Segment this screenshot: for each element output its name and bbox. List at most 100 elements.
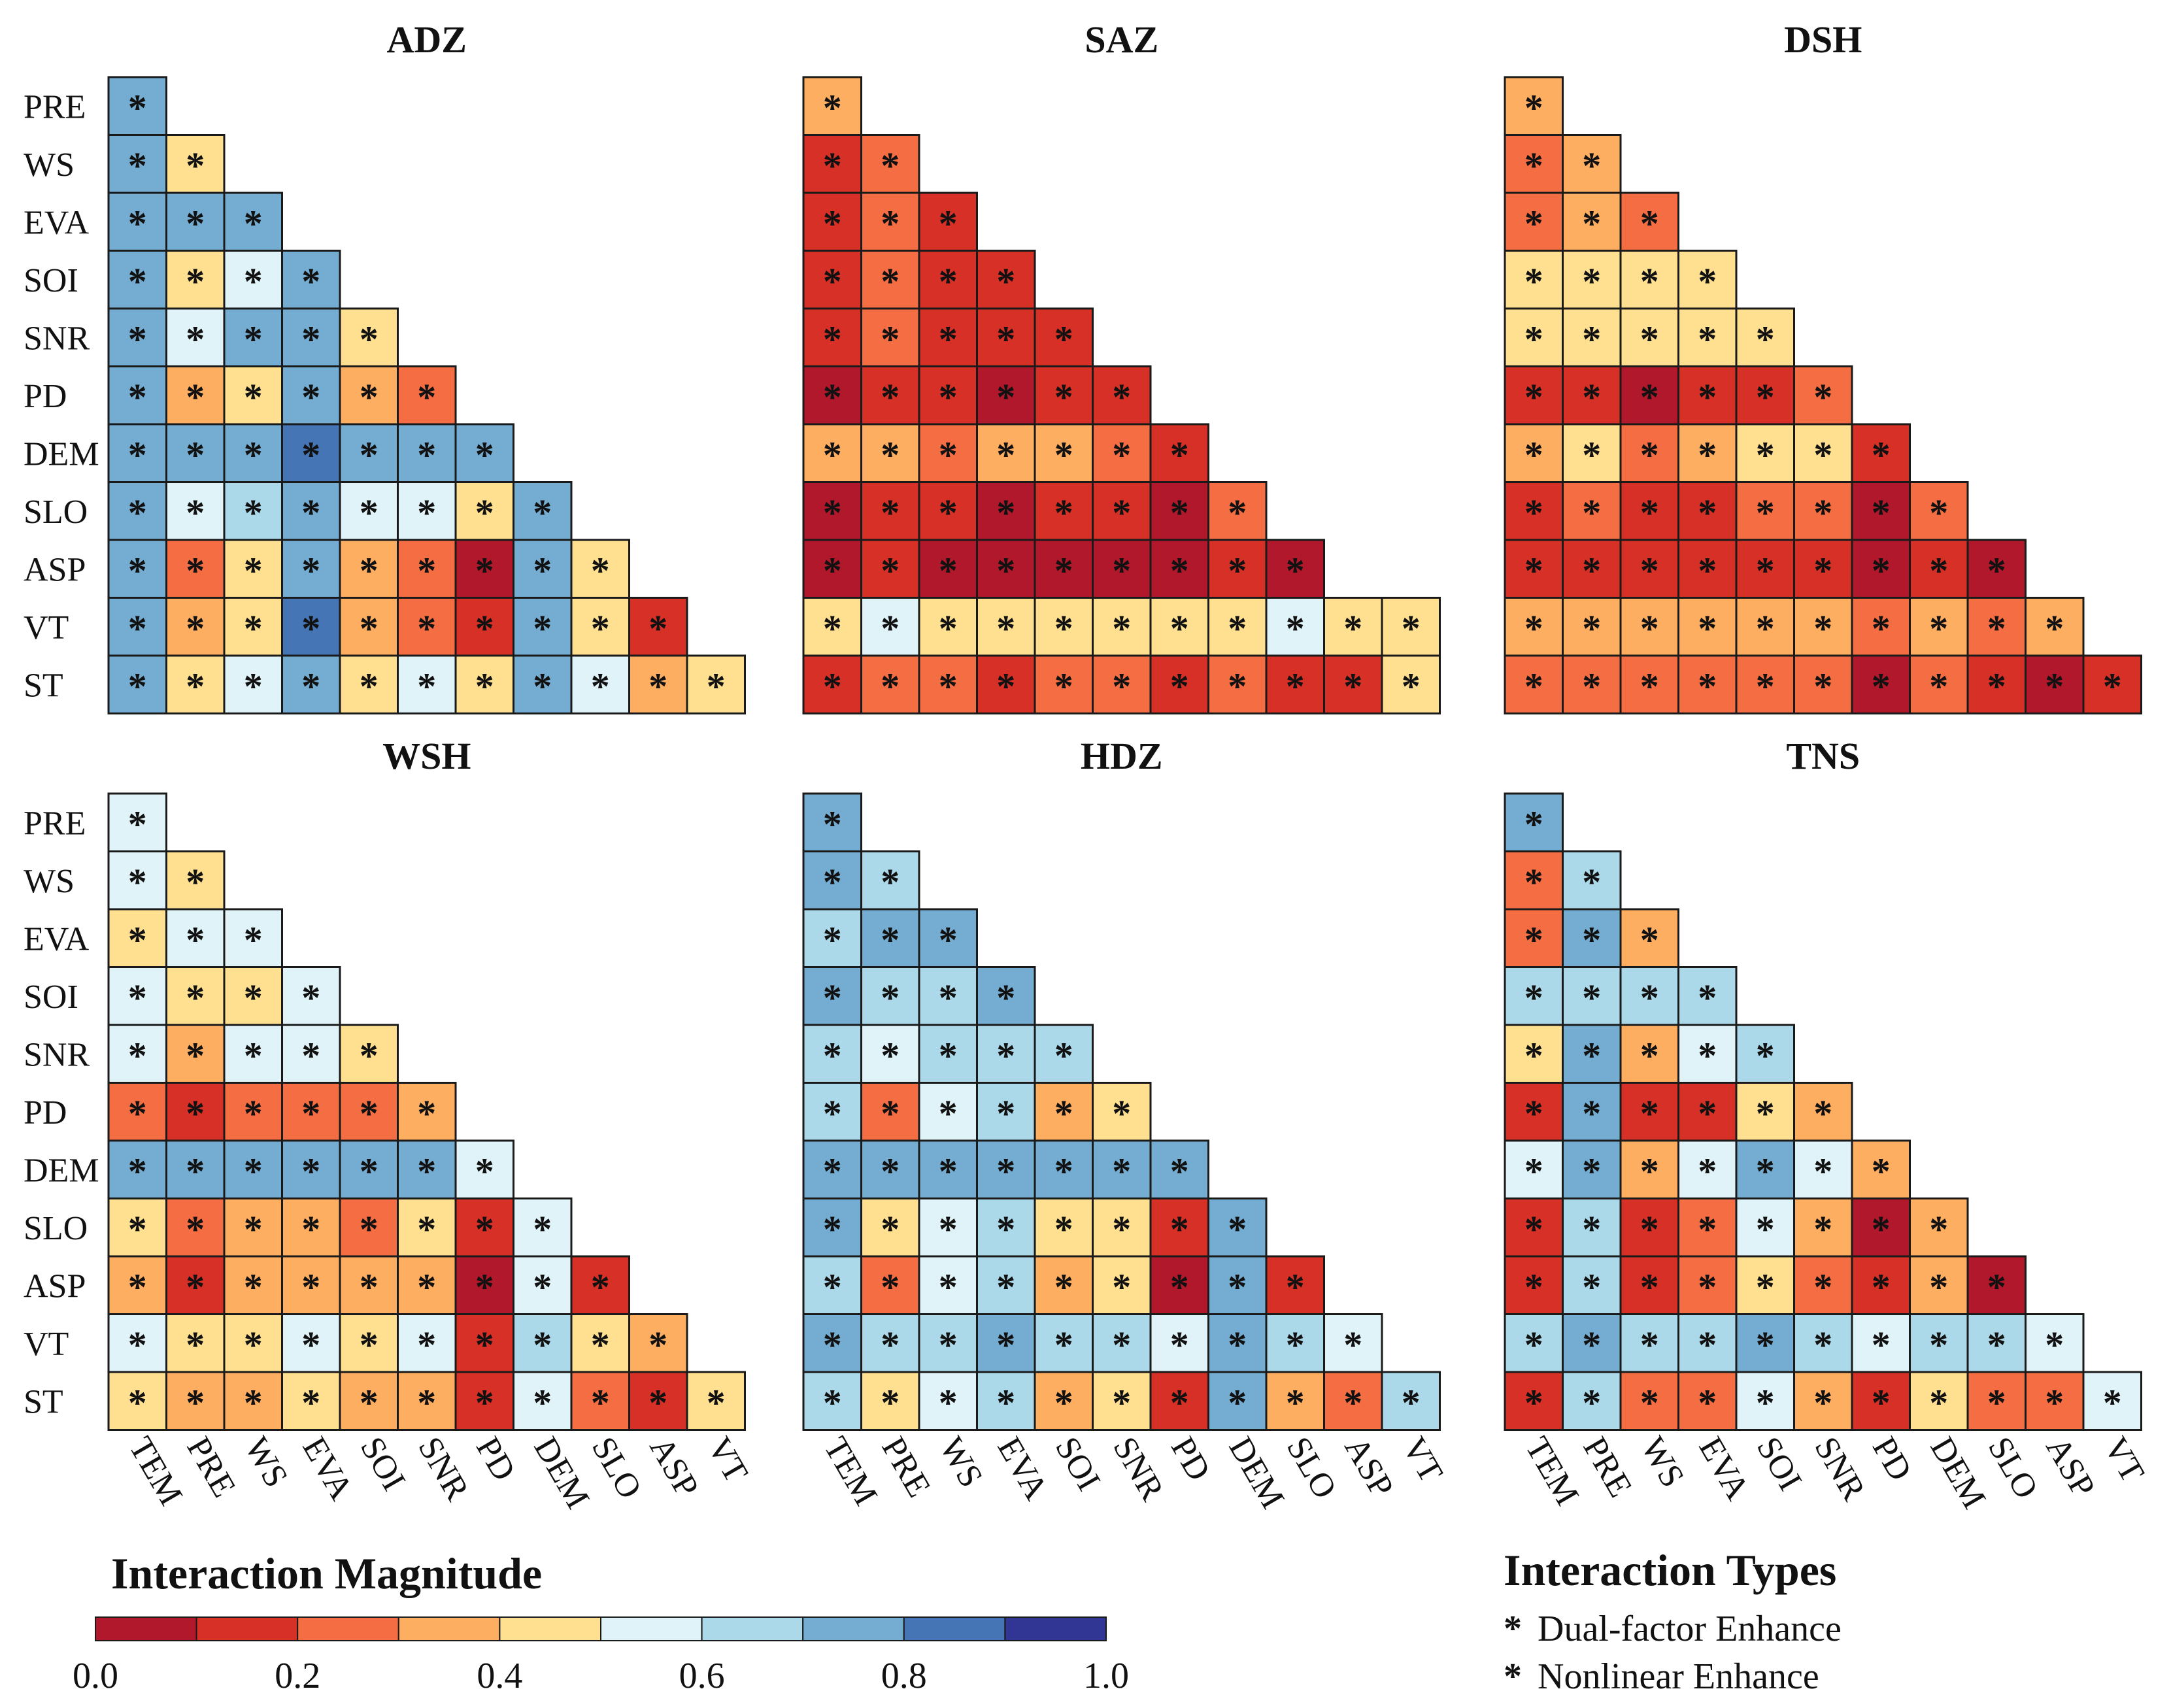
cell-tns-slo-soi	[1735, 1197, 1795, 1258]
marker-nonlinear-saz: *	[881, 376, 900, 418]
cell-tns-st-tem	[1504, 1371, 1564, 1431]
cell-tns-st-dem	[1909, 1371, 1969, 1431]
marker-dual-factor-tns: *	[1872, 1150, 1891, 1192]
marker-dual-factor-tns: *	[2103, 1381, 2122, 1424]
cell-wsh-st-asp	[628, 1371, 688, 1431]
marker-nonlinear-hdz: *	[1170, 1208, 1189, 1250]
cell-wsh-vt-pre	[165, 1313, 226, 1373]
colorbar-swatch	[701, 1616, 804, 1641]
marker-dual-factor-hdz: *	[1112, 1381, 1131, 1424]
marker-nonlinear-wsh: *	[360, 1092, 379, 1135]
marker-dual-factor-tns: *	[1640, 1034, 1659, 1077]
marker-dual-factor-wsh: *	[360, 1208, 379, 1250]
cell-saz-vt-tem	[802, 597, 862, 657]
marker-nonlinear-wsh: *	[360, 1265, 379, 1308]
cell-wsh-snr-soi	[339, 1024, 399, 1084]
marker-nonlinear-tns: *	[1524, 977, 1543, 1019]
marker-dual-factor-tns: *	[1582, 1324, 1601, 1366]
cell-hdz-st-pre	[860, 1371, 920, 1431]
marker-nonlinear-dsh: *	[1640, 433, 1659, 476]
cell-hdz-st-soi	[1034, 1371, 1094, 1431]
row-label-slo: SLO	[24, 1210, 88, 1247]
marker-dual-factor-dsh: *	[1582, 607, 1601, 650]
marker-nonlinear-tns: *	[1524, 1265, 1543, 1308]
marker-nonlinear-saz: *	[1054, 318, 1073, 360]
marker-dual-factor-hdz: *	[1170, 1265, 1189, 1308]
marker-dual-factor-adz: *	[475, 607, 494, 650]
marker-nonlinear-saz: *	[1228, 549, 1247, 592]
colorbar-title: Interaction Magnitude	[111, 1549, 542, 1598]
marker-nonlinear-hdz: *	[1343, 1381, 1362, 1424]
marker-nonlinear-saz: *	[996, 607, 1015, 650]
cell-wsh-dem-soi	[339, 1139, 399, 1199]
marker-nonlinear-wsh: *	[186, 918, 205, 961]
marker-dual-factor-adz: *	[533, 665, 552, 707]
marker-dual-factor-hdz: *	[881, 1150, 900, 1192]
marker-nonlinear-saz: *	[939, 665, 958, 707]
marker-nonlinear-hdz: *	[996, 1265, 1015, 1308]
legend-dual-factor-marker: *	[1504, 1609, 1522, 1649]
legend-nonlinear-label: Nonlinear Enhance	[1538, 1656, 1819, 1697]
cell-hdz-vt-pd	[1149, 1313, 1209, 1373]
cell-tns-pd-ws	[1619, 1082, 1679, 1142]
marker-dual-factor-adz: *	[360, 665, 379, 707]
row-label-eva: EVA	[24, 920, 90, 958]
cell-saz-soi-eva	[976, 250, 1036, 310]
cell-saz-pd-tem	[802, 365, 862, 426]
cell-saz-asp-slo	[1265, 539, 1325, 599]
marker-dual-factor-wsh: *	[533, 1324, 552, 1366]
cell-adz-slo-eva	[281, 481, 341, 541]
cell-adz-vt-asp	[628, 597, 688, 657]
marker-dual-factor-hdz: *	[939, 1324, 958, 1366]
marker-nonlinear-dsh: *	[1582, 144, 1601, 187]
cell-adz-st-soi	[339, 654, 399, 714]
marker-nonlinear-dsh: *	[1582, 318, 1601, 360]
cell-adz-slo-soi	[339, 481, 399, 541]
marker-nonlinear-adz: *	[244, 549, 263, 592]
marker-nonlinear-hdz: *	[1170, 1381, 1189, 1424]
marker-nonlinear-hdz: *	[1343, 1324, 1362, 1366]
marker-dual-factor-tns: *	[1813, 1208, 1832, 1250]
cell-saz-st-eva	[976, 654, 1036, 714]
marker-dual-factor-adz: *	[186, 433, 205, 476]
marker-nonlinear-adz: *	[417, 549, 436, 592]
colorbar-swatch	[903, 1616, 1006, 1641]
row-label-slo: SLO	[24, 494, 88, 531]
marker-nonlinear-dsh: *	[2045, 607, 2064, 650]
marker-dual-factor-tns: *	[1582, 1150, 1601, 1192]
panel-title-wsh: WSH	[382, 735, 471, 777]
marker-nonlinear-wsh: *	[128, 1092, 147, 1135]
marker-nonlinear-saz: *	[939, 260, 958, 303]
cell-tns-asp-tem	[1504, 1255, 1564, 1315]
marker-nonlinear-saz: *	[1054, 433, 1073, 476]
row-label-st: ST	[24, 667, 63, 704]
marker-dual-factor-adz: *	[244, 202, 263, 244]
marker-nonlinear-wsh: *	[475, 1381, 494, 1424]
cell-dsh-eva-pre	[1562, 192, 1622, 252]
cell-saz-ws-tem	[802, 134, 862, 194]
marker-dual-factor-wsh: *	[301, 1324, 320, 1366]
cell-wsh-asp-tem	[107, 1255, 167, 1315]
cell-dsh-st-slo	[1966, 654, 2027, 714]
marker-dual-factor-tns: *	[1582, 977, 1601, 1019]
cell-saz-vt-pd	[1149, 597, 1209, 657]
marker-nonlinear-wsh: *	[186, 1092, 205, 1135]
cell-hdz-ws-tem	[802, 850, 862, 911]
cell-wsh-vt-asp	[628, 1313, 688, 1373]
marker-dual-factor-adz: *	[128, 318, 147, 360]
cell-adz-soi-pre	[165, 250, 226, 310]
marker-nonlinear-saz: *	[1343, 665, 1362, 707]
cell-dsh-snr-tem	[1504, 307, 1564, 367]
marker-nonlinear-dsh: *	[1756, 492, 1775, 534]
cell-saz-st-asp	[1323, 654, 1383, 714]
cell-saz-soi-pre	[860, 250, 920, 310]
marker-dual-factor-saz: *	[823, 665, 842, 707]
cell-hdz-st-asp	[1323, 1371, 1383, 1431]
marker-dual-factor-tns: *	[1582, 1265, 1601, 1308]
cell-dsh-st-tem	[1504, 654, 1564, 714]
cell-saz-asp-dem	[1207, 539, 1268, 599]
panel-title-dsh: DSH	[1784, 18, 1862, 61]
marker-nonlinear-wsh: *	[417, 1265, 436, 1308]
cell-wsh-soi-eva	[281, 966, 341, 1026]
marker-dual-factor-tns: *	[1524, 1381, 1543, 1424]
